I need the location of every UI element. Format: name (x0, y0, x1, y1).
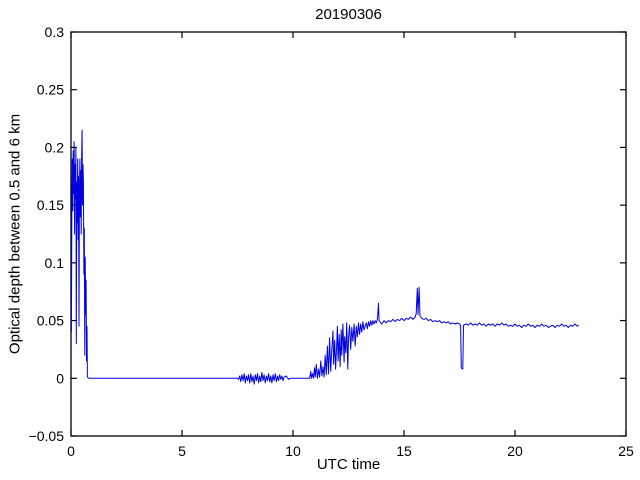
y-tick-label: −0.05 (29, 428, 65, 444)
x-tick-label: 10 (285, 443, 301, 459)
x-tick-label: 20 (507, 443, 523, 459)
y-axis-label: Optical depth between 0.5 and 6 km (6, 113, 24, 355)
x-tick-label: 5 (178, 443, 186, 459)
y-tick-label: 0 (56, 370, 64, 386)
x-axis-label: UTC time (316, 456, 381, 473)
x-tick-label: 25 (618, 443, 634, 459)
data-line (70, 129, 579, 385)
y-tick-label: 0.3 (45, 24, 65, 40)
x-tick-label: 15 (396, 443, 412, 459)
y-tick-label: 0.15 (37, 197, 64, 213)
chart-title: 20190306 (315, 6, 382, 23)
x-tick-label: 0 (67, 443, 75, 459)
y-tick-label: 0.25 (37, 82, 64, 98)
y-tick-label: 0.2 (45, 139, 65, 155)
y-tick-label: 0.1 (45, 255, 65, 271)
axes-box (70, 31, 627, 437)
y-tick-label: 0.05 (37, 313, 64, 329)
